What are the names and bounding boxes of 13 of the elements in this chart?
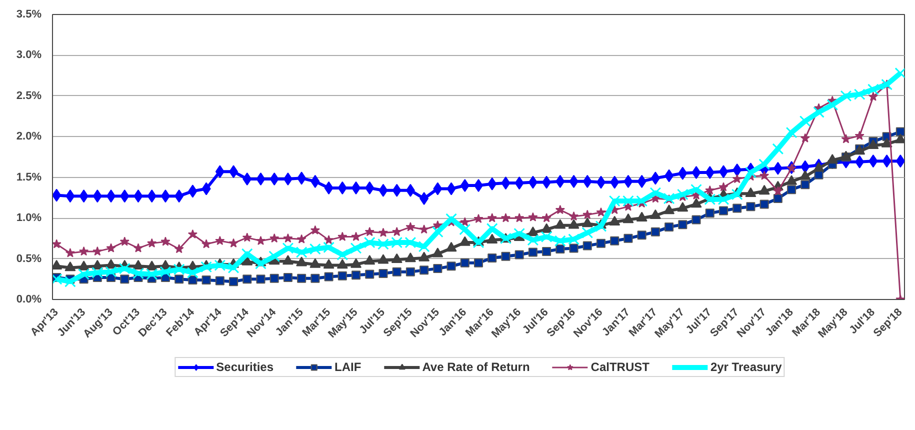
legend-label: Ave Rate of Return [422, 360, 530, 374]
legend-label: LAIF [334, 360, 362, 374]
y-tick-label: 1.0% [16, 212, 42, 224]
legend-label: Securities [216, 360, 274, 374]
y-tick-label: 3.0% [16, 49, 42, 62]
y-tick-label: 2.5% [16, 90, 42, 102]
y-tick-label: 2.0% [16, 130, 42, 143]
y-tick-label: 1.5% [16, 171, 42, 184]
legend-label: CalTRUST [590, 360, 650, 374]
y-tick-label: 3.5% [16, 8, 42, 20]
legend-label: 2yr Treasury [710, 360, 782, 374]
y-tick-label: 0.0% [16, 294, 42, 306]
y-tick-label: 0.5% [16, 252, 42, 265]
